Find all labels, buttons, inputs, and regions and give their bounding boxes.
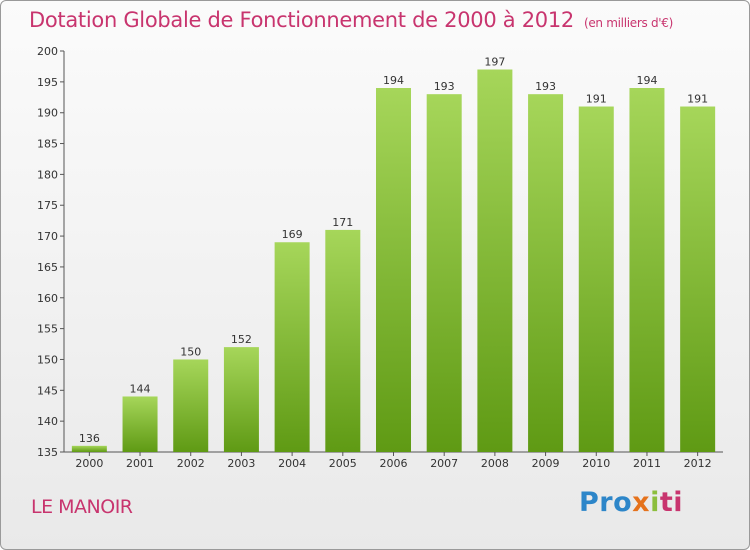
bar-2012[interactable]	[680, 106, 716, 453]
y-tick-label: 200	[37, 45, 58, 58]
y-tick-label: 160	[37, 292, 58, 305]
logo-part-4: ti	[659, 487, 684, 518]
value-label-2000: 136	[79, 432, 100, 445]
x-tick-label-2006: 2006	[380, 457, 408, 470]
bar-2006[interactable]	[376, 88, 411, 452]
x-tick-label-2009: 2009	[532, 457, 560, 470]
bar-2007[interactable]	[426, 94, 462, 452]
value-label-2012: 191	[687, 93, 708, 106]
y-tick-label: 195	[37, 76, 58, 89]
value-label-2001: 144	[130, 382, 151, 395]
bar-2000[interactable]	[71, 445, 107, 452]
y-tick-label: 150	[37, 353, 58, 366]
value-label-2002: 150	[180, 345, 201, 358]
x-tick-label-2010: 2010	[582, 457, 610, 470]
proxiti-logo[interactable]: Proxiti	[579, 487, 683, 518]
x-tick-label-2002: 2002	[177, 457, 205, 470]
y-tick-label: 180	[37, 168, 58, 181]
value-label-2008: 197	[484, 56, 505, 69]
x-tick-label-2004: 2004	[278, 457, 306, 470]
bar-2001[interactable]	[122, 396, 158, 452]
logo-part-3: i	[650, 487, 660, 518]
value-label-2006: 194	[383, 74, 404, 87]
bar-2009[interactable]	[528, 94, 564, 452]
value-label-2007: 193	[434, 80, 455, 93]
place-name: LE MANOIR	[31, 496, 133, 518]
y-tick-label: 185	[37, 138, 58, 151]
bar-2005[interactable]	[325, 229, 361, 452]
y-tick-label: 165	[37, 261, 58, 274]
bar-2010[interactable]	[578, 106, 614, 453]
y-tick-label: 155	[37, 323, 58, 336]
value-label-2004: 169	[282, 228, 303, 241]
chart-title: Dotation Globale de Fonctionnement de 20…	[29, 8, 673, 32]
bar-2011[interactable]	[629, 88, 665, 452]
bar-2004[interactable]	[274, 242, 310, 452]
logo-part-1: Pro	[579, 487, 633, 518]
x-tick-label-2008: 2008	[481, 457, 509, 470]
bar-2008[interactable]	[477, 69, 513, 452]
value-label-2009: 193	[535, 80, 556, 93]
bar-2003[interactable]	[223, 347, 259, 452]
y-tick-label: 140	[37, 415, 58, 428]
x-tick-label-2011: 2011	[633, 457, 661, 470]
logo-part-2: x	[632, 487, 651, 518]
x-tick-label-2003: 2003	[227, 457, 255, 470]
x-tick-label-2001: 2001	[126, 457, 154, 470]
value-label-2005: 171	[332, 216, 353, 229]
chart-units: (en milliers d'€)	[583, 16, 673, 30]
value-label-2011: 194	[636, 74, 657, 87]
x-tick-label-2012: 2012	[684, 457, 712, 470]
chart-title-text: Dotation Globale de Fonctionnement de 20…	[29, 8, 574, 32]
y-tick-label: 175	[37, 199, 58, 212]
value-label-2010: 191	[586, 93, 607, 106]
x-tick-label-2007: 2007	[430, 457, 458, 470]
y-tick-label: 135	[37, 446, 58, 459]
value-label-2003: 152	[231, 333, 252, 346]
x-tick-label-2000: 2000	[75, 457, 103, 470]
y-tick-label: 145	[37, 384, 58, 397]
bar-2002[interactable]	[173, 359, 209, 452]
x-tick-label-2005: 2005	[329, 457, 357, 470]
y-tick-label: 190	[37, 107, 58, 120]
y-tick-label: 170	[37, 230, 58, 243]
